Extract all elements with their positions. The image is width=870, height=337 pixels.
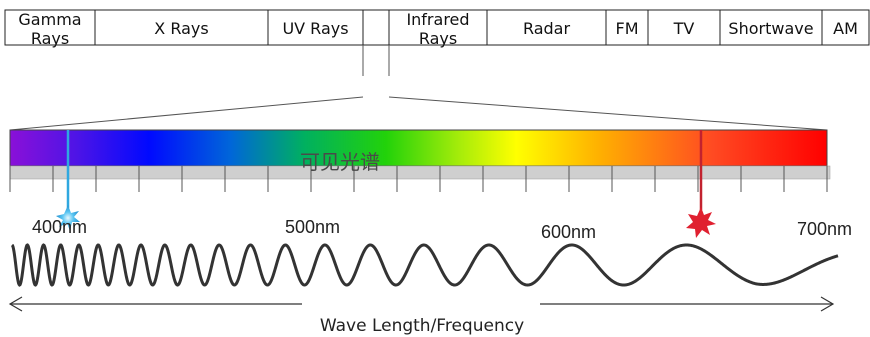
red-starburst-icon [686, 207, 716, 238]
axis-left-arrowhead [8, 296, 23, 312]
band-label: AM [833, 19, 858, 38]
wavelength-label-400: 400nm [32, 217, 87, 237]
band-cell: AM [821, 10, 858, 45]
band-label: Infrared [406, 10, 469, 29]
band-label: Rays [419, 29, 457, 48]
blue-starburst-icon [56, 205, 80, 231]
band-cell: Radar [486, 10, 571, 45]
band-label: FM [615, 19, 638, 38]
band-label: Gamma [18, 10, 81, 29]
wavelength-label-600: 600nm [541, 222, 596, 242]
callout-right-diagonal [388, 96, 828, 131]
band-label: Shortwave [728, 19, 813, 38]
band-cell: Shortwave [719, 10, 814, 45]
spectrum-ruler [9, 165, 831, 180]
wavelength-label-500: 500nm [285, 217, 340, 237]
wavelength-axis [8, 296, 835, 312]
band-cell: UV Rays [267, 10, 349, 45]
band-label: X Rays [154, 19, 208, 38]
visible-spectrum-bar: 可见光谱 [9, 129, 831, 192]
red-marker [686, 130, 716, 238]
axis-right-arrowhead [820, 296, 835, 312]
band-label: TV [673, 19, 695, 38]
wavelength-frequency-label: Wave Length/Frequency [320, 316, 524, 336]
visible-spectrum-label: 可见光谱 [300, 150, 380, 174]
ruler-ticks [9, 166, 828, 192]
band-table-border [4, 9, 870, 46]
callout-left-diagonal [9, 96, 364, 131]
band-label: Radar [523, 19, 571, 38]
band-cell: TV [647, 10, 695, 45]
wavelength-wave [11, 243, 839, 287]
wavelength-label-700: 700nm [797, 219, 852, 239]
band-label: UV Rays [282, 19, 348, 38]
spectrum-gradient-bar [9, 129, 828, 167]
blue-marker [56, 130, 80, 231]
band-cell: FM [605, 10, 639, 45]
band-label: Rays [31, 29, 69, 48]
wavelength-labels: 400nm 500nm 600nm 700nm [32, 217, 852, 242]
band-cell: X Rays [94, 10, 209, 45]
zoom-callout-lines [9, 45, 828, 131]
